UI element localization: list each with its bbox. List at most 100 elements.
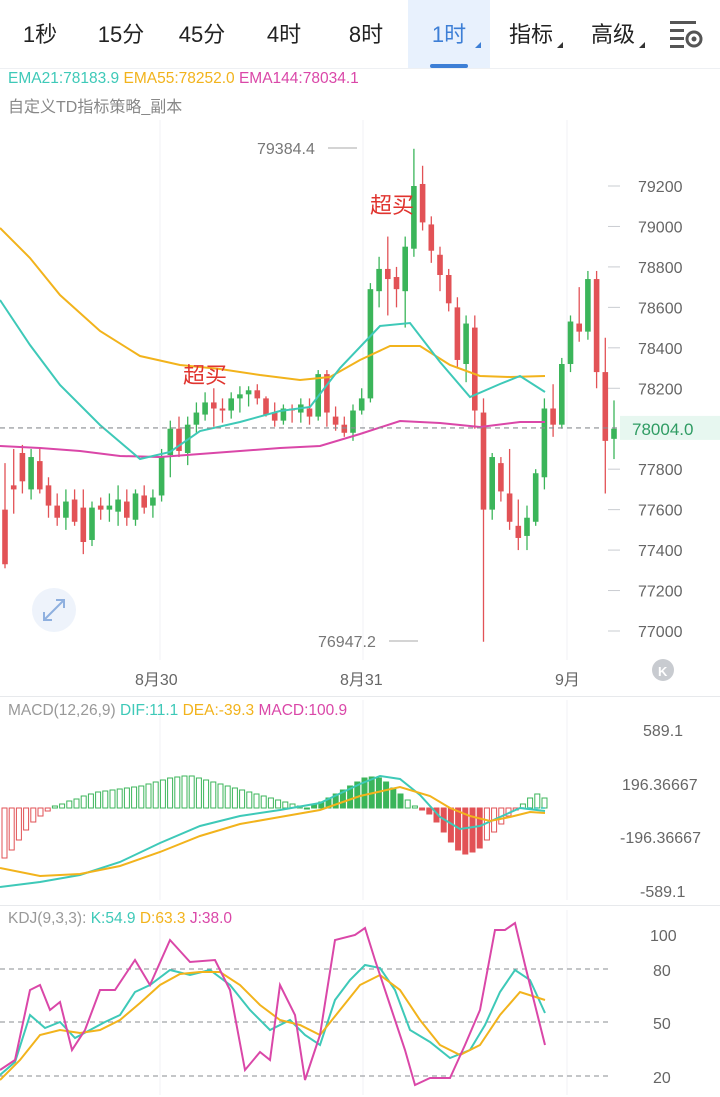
tab-15m[interactable]: 15分 [82,0,162,68]
ema144-line [0,419,545,459]
candle-body [463,323,469,364]
candle-body [10,485,17,490]
macd-axis-label: -196.36667 [620,830,701,847]
candle-body [611,428,617,439]
macd-histogram-bar [534,793,541,809]
x-axis-label: 8月31 [340,672,383,689]
y-axis-label: 77800 [638,462,683,479]
candle-body [80,507,87,542]
candle-body [489,457,495,510]
macd-histogram-bar [59,803,66,809]
macd-histogram-bar [95,791,102,809]
price-chart-area[interactable]: 79200 79000 78800 78600 78400 78200 77800 77600… [0,68,720,1097]
macd-histogram-bar [8,807,15,851]
candle-body [254,390,261,399]
timeframe-tab-bar: 1秒 15分 45分 4时 8时 1时 指标 高级 [0,0,720,69]
candle-body [150,497,156,506]
macd-histogram-bar [311,804,318,809]
candle-body [559,364,565,425]
candle-body [211,402,217,409]
candle-body [541,408,548,478]
overbought-signal: 超买 [370,193,414,218]
macd-histogram-bar [80,795,87,809]
macd-histogram-bar [73,798,80,809]
kdj-k-line [0,963,546,1076]
candle-body [506,493,513,522]
k-line-toggle-button[interactable] [652,659,674,681]
chart-settings-icon[interactable] [664,14,706,54]
macd-histogram-bar [397,793,404,809]
candle-body [445,275,452,304]
candle-body [576,323,582,332]
candle-body [271,412,278,421]
candle-body [472,327,478,411]
y-axis-label: 78800 [638,260,683,277]
macd-histogram-bar [181,775,188,809]
y-axis-label: 77000 [638,624,683,641]
high-price-label: 79384.4 [257,141,315,158]
tab-indicators[interactable]: 指标 [490,0,572,68]
y-axis-label: 77200 [638,584,683,601]
macd-histogram-bar [44,807,51,812]
candle-body [2,509,8,565]
tab-4h[interactable]: 4时 [244,0,326,68]
candle-body [141,495,147,508]
dropdown-caret-icon [475,42,481,48]
ema21-value: EMA21:78183.9 [8,70,120,87]
candle-body [237,394,243,399]
ema55-value: EMA55:78252.0 [123,70,235,87]
macd-histogram-bar [23,807,30,831]
macd-histogram-bar [159,779,166,809]
tab-label: 45分 [178,22,226,47]
macd-histogram-bar [30,807,37,823]
tab-1h[interactable]: 1时 [408,0,490,68]
tab-1s[interactable]: 1秒 [0,0,82,68]
macd-dif-line [0,774,546,888]
current-price-label: 78004.0 [632,420,693,439]
candle-body [167,428,174,456]
tab-label: 15分 [97,22,145,47]
macd-histogram-bar [239,789,246,809]
candle-body [593,279,600,373]
candle-body [132,493,139,520]
y-axis-label: 78200 [638,381,683,398]
macd-histogram-bar [383,781,390,809]
macd-histogram-bar [210,781,217,809]
kdj-axis-label: 20 [653,1070,671,1087]
candle-body [393,277,400,290]
tab-45m[interactable]: 45分 [162,0,244,68]
candle-body [402,246,408,292]
candle-body [54,505,60,518]
macd-histogram-bar [426,807,433,815]
tab-label: 1时 [431,22,467,47]
candle-body [341,424,348,433]
panel-divider [0,905,720,906]
candle-body [367,289,374,399]
ema21-line [0,299,546,461]
kdj-title: KDJ(9,3,3): [8,910,87,927]
macd-histogram-bar [246,791,253,809]
macd-histogram-bar [541,797,548,809]
macd-histogram-bar [231,787,238,809]
kdj-axis-label: 80 [653,963,671,980]
macd-dea-value: DEA:-39.3 [182,702,255,719]
candle-body [89,507,95,540]
tab-8h[interactable]: 8时 [326,0,408,68]
macd-histogram-bar [303,807,310,810]
candle-body [280,408,287,421]
candle-body [106,505,113,510]
tab-advanced[interactable]: 高级 [572,0,654,68]
macd-histogram-bar [131,786,138,809]
candle-body [97,505,104,510]
macd-histogram-bar [260,795,267,809]
candle-body [419,183,426,223]
candle-body [454,307,461,360]
y-axis-label: 78400 [638,341,683,358]
active-tab-indicator [430,64,468,68]
candle-body [437,254,443,275]
candle-body [385,268,391,280]
candle-body [350,410,356,433]
macd-histogram-bar [419,807,426,811]
candle-body [532,473,539,522]
macd-histogram-bar [224,785,231,809]
